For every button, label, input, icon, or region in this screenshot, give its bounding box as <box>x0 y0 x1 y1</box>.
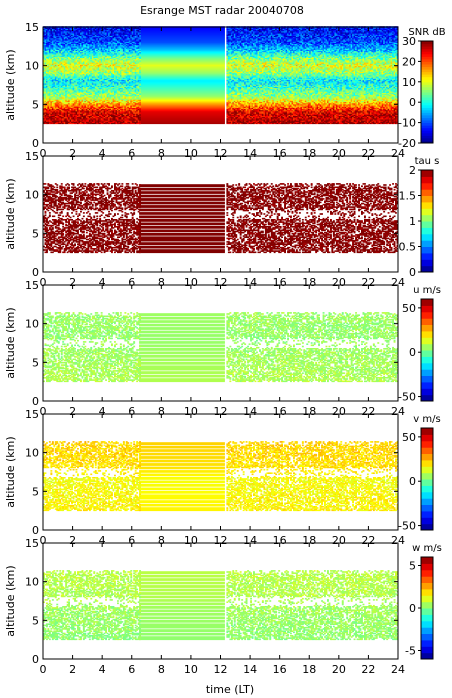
x-axis-label: time (LT) <box>206 683 254 696</box>
heatmap-snr <box>43 26 398 124</box>
figure-title: Esrange MST radar 20040708 <box>140 4 304 17</box>
